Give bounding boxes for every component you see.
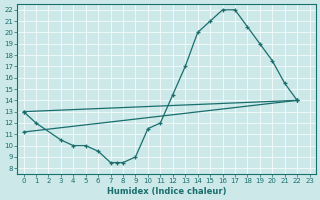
- X-axis label: Humidex (Indice chaleur): Humidex (Indice chaleur): [107, 187, 226, 196]
